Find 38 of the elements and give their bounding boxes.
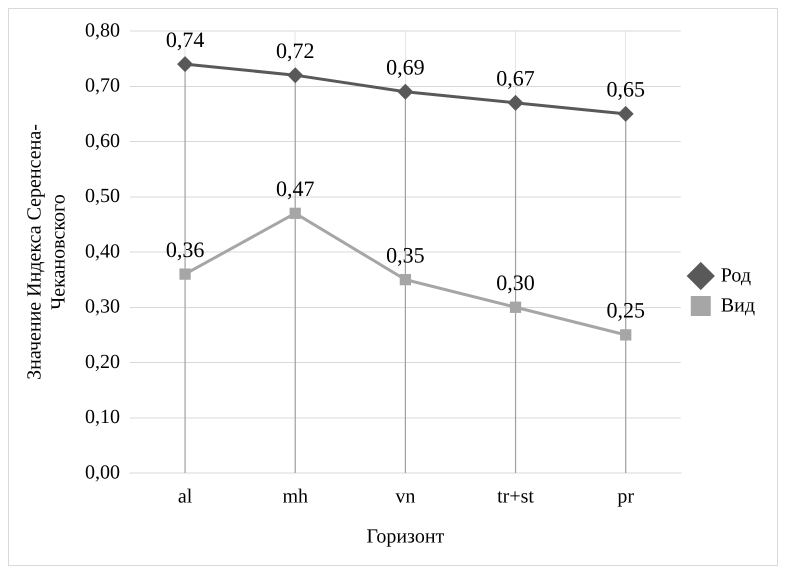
data-label: 0,69 [386,54,425,80]
data-label: 0,65 [606,76,645,102]
data-label: 0,30 [496,270,535,296]
data-label: 0,67 [496,66,535,91]
data-label: 0,47 [276,176,314,202]
y-tick-label: 0,80 [85,19,120,42]
point [179,268,191,280]
data-label: 0,72 [276,38,314,63]
x-tick-label: vn [395,485,416,508]
point [400,274,412,286]
data-label: 0,74 [166,26,204,52]
y-tick-label: 0,00 [85,461,120,484]
x-axis-title: Горизонт [366,525,445,548]
y-tick-label: 0,70 [85,74,120,96]
x-tick-label: mh [282,485,308,508]
point [618,106,634,122]
y-tick-label: 0,40 [85,240,120,262]
x-tick-label: tr+st [497,485,534,508]
y-tick-label: 0,60 [85,130,120,152]
x-tick-label: pr [617,485,634,508]
data-label: 0,36 [166,236,204,262]
y-tick-label: 0,30 [85,296,120,318]
x-tick-label: al [178,485,193,508]
point [508,94,524,111]
point [290,208,301,219]
legend-label: Род [720,264,752,286]
data-label: 0,25 [606,298,645,323]
legend-label: Вид [720,294,755,316]
y-tick-label: 0,10 [85,406,120,428]
point [177,56,194,72]
point [510,302,522,313]
point [287,67,304,84]
y-tick-label: 0,50 [85,185,120,207]
y-tick-label: 0,20 [85,350,120,373]
y-axis-title: Значение Индекса Серенсена-Чекановского [23,124,70,380]
point [397,84,414,100]
point [620,329,632,341]
data-label: 0,35 [386,242,425,268]
